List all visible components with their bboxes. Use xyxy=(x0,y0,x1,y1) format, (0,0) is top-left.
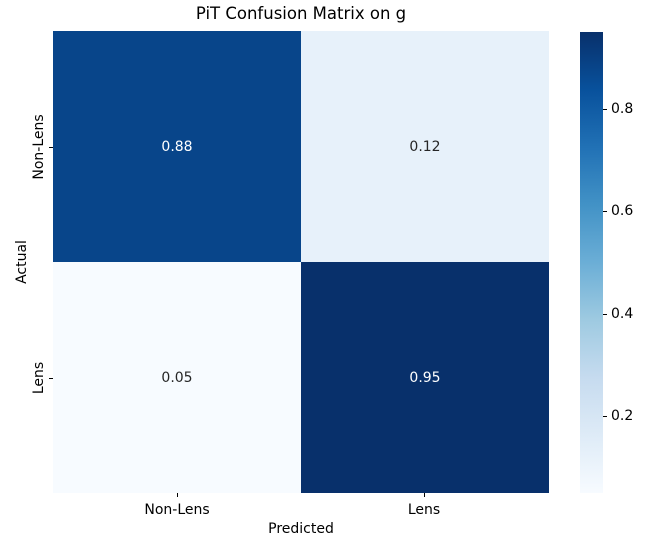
heatmap-cell-actual-nonlens-pred-nonlens: 0.88 xyxy=(53,31,301,262)
x-tick-label-nonlens: Non-Lens xyxy=(144,502,210,518)
y-axis-tick-lens xyxy=(49,378,53,379)
colorbar-tick-label-06: 0.6 xyxy=(611,203,634,220)
x-axis-label: Predicted xyxy=(268,521,334,537)
colorbar: 0.8 0.6 0.4 0.2 xyxy=(580,32,633,493)
heatmap-cell-actual-lens-pred-lens: 0.95 xyxy=(301,262,549,493)
y-axis-label: Actual xyxy=(14,240,30,284)
colorbar-tick-04 xyxy=(603,313,607,315)
colorbar-tick-label-02: 0.2 xyxy=(611,408,634,424)
y-tick-label-nonlens: Non-Lens xyxy=(31,114,47,180)
colorbar-tick-06 xyxy=(603,211,607,213)
colorbar-tick-02 xyxy=(603,416,607,417)
y-tick-label-lens: Lens xyxy=(31,361,47,395)
heatmap-grid: 0.88 0.12 0.05 0.95 xyxy=(53,31,549,493)
x-axis-tick-nonlens xyxy=(177,493,178,497)
heatmap-cell-actual-nonlens-pred-lens: 0.12 xyxy=(301,31,549,262)
y-axis-tick-nonlens xyxy=(49,147,53,148)
heatmap-cell-actual-lens-pred-nonlens: 0.05 xyxy=(53,262,301,493)
colorbar-tick-label-08: 0.8 xyxy=(611,100,634,117)
x-axis-tick-lens xyxy=(424,493,425,497)
colorbar-tick-08 xyxy=(603,108,607,110)
colorbar-gradient xyxy=(580,32,603,493)
colorbar-tick-label-04: 0.4 xyxy=(611,305,634,322)
chart-title: PiT Confusion Matrix on g xyxy=(195,4,407,23)
x-tick-label-lens: Lens xyxy=(407,502,441,518)
